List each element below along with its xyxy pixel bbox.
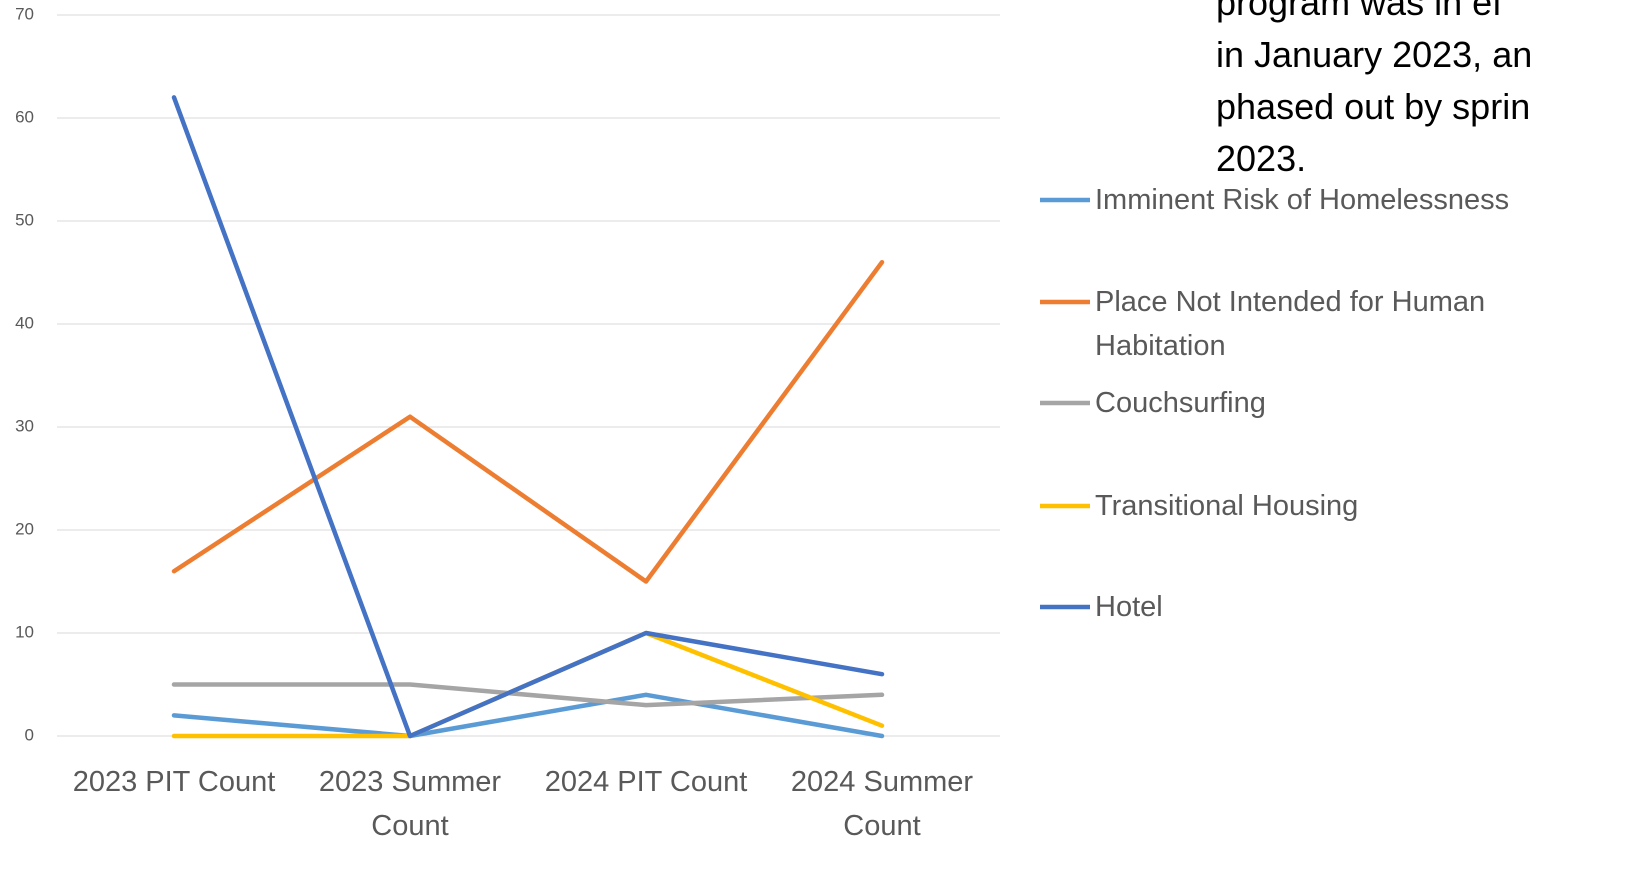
series-line <box>171 95 885 739</box>
y-tick-label: 10 <box>15 622 34 641</box>
legend-label: Transitional Housing <box>1095 490 1359 522</box>
y-tick-label: 40 <box>15 313 34 332</box>
annotation-line: phased out by sprin <box>1216 86 1531 127</box>
y-tick-label: 0 <box>25 725 34 744</box>
legend-label: Couchsurfing <box>1095 387 1266 419</box>
series-line <box>171 682 885 708</box>
x-tick-label: 2023 PIT Count <box>72 766 276 798</box>
x-tick-label: 2023 Summer Count <box>318 766 502 842</box>
series-line <box>171 692 885 739</box>
annotation-line: in January 2023, an <box>1216 34 1533 75</box>
y-tick-label: 50 <box>15 210 34 229</box>
y-tick-label: 20 <box>15 519 34 538</box>
y-tick-label: 60 <box>15 107 34 126</box>
legend-label: Hotel <box>1095 591 1163 623</box>
y-tick-label: 70 <box>15 4 34 23</box>
legend-label: Imminent Risk of Homelessness <box>1095 184 1510 216</box>
x-tick-label: 2024 Summer Count <box>790 766 974 842</box>
annotation-line: program was in ef <box>1216 0 1503 23</box>
y-tick-label: 30 <box>15 416 34 435</box>
x-tick-label: 2024 PIT Count <box>544 766 748 798</box>
legend-label: Place Not Intended for Human Habitation <box>1095 286 1486 362</box>
series-line <box>171 259 885 584</box>
annotation-line: 2023. <box>1216 138 1307 179</box>
